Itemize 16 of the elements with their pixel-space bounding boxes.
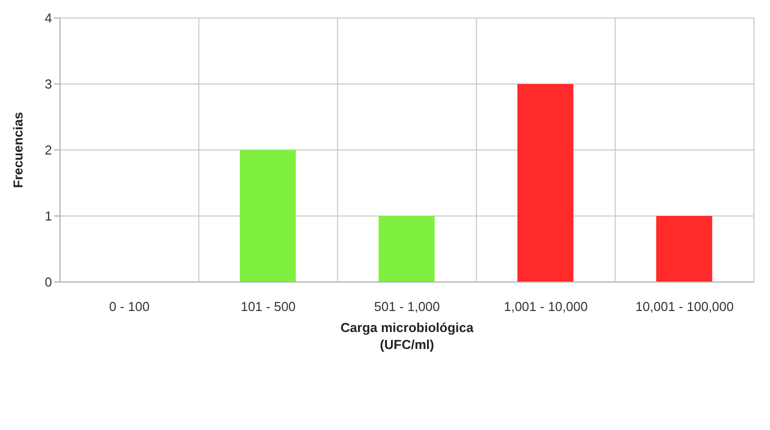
- x-tick-label: 1,001 - 10,000: [504, 299, 588, 314]
- y-tick-label: 3: [44, 76, 52, 92]
- x-tick-label: 101 - 500: [240, 299, 296, 314]
- y-tick-label: 0: [44, 274, 52, 290]
- x-tick-label: 0 - 100: [109, 299, 150, 314]
- y-axis-title: Frecuencias: [10, 112, 26, 188]
- bar: [240, 150, 296, 282]
- x-tick-label: 10,001 - 100,000: [635, 299, 734, 314]
- bar: [656, 216, 712, 282]
- bar: [378, 216, 435, 282]
- y-tick-label: 1: [44, 208, 52, 224]
- y-tick-label: 2: [44, 142, 52, 158]
- bar: [517, 84, 574, 282]
- x-axis-title: Carga microbiológica (UFC/ml): [340, 320, 474, 352]
- y-tick-label: 4: [44, 10, 52, 26]
- x-tick-label: 501 - 1,000: [374, 299, 440, 314]
